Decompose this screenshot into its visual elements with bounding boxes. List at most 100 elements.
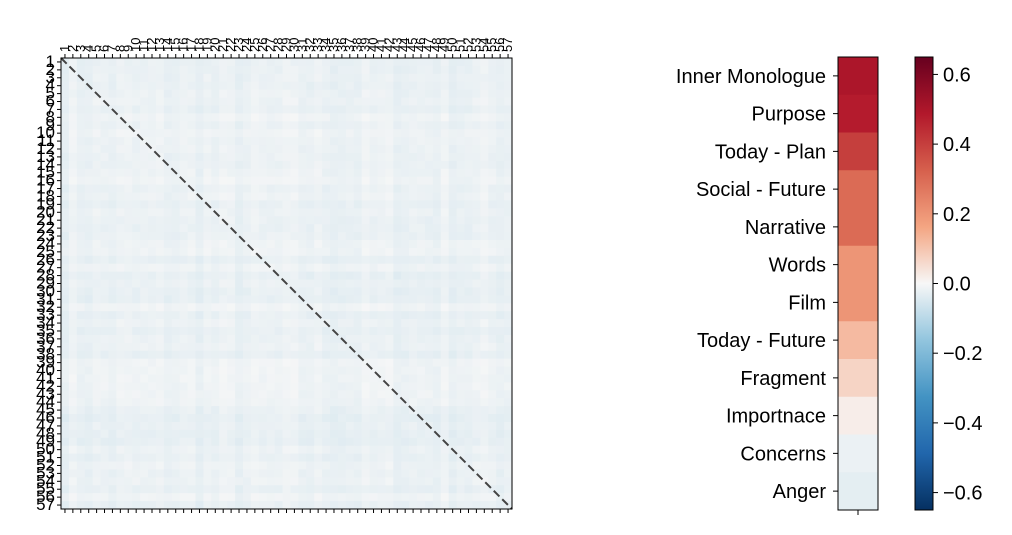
matrix-cell	[132, 358, 141, 368]
matrix-cell	[377, 327, 387, 336]
matrix-cell	[290, 374, 299, 384]
matrix-cell	[68, 374, 78, 384]
matrix-cell	[314, 216, 323, 225]
matrix-cell	[195, 303, 205, 312]
matrix-cell	[409, 398, 418, 407]
matrix-cell	[76, 319, 86, 328]
matrix-cell	[322, 89, 331, 99]
matrix-cell	[424, 493, 434, 502]
matrix-cell	[417, 334, 426, 344]
matrix-cell	[92, 224, 102, 233]
matrix-cell	[171, 453, 181, 463]
matrix-cell	[480, 137, 489, 146]
matrix-cell	[124, 414, 133, 423]
matrix-cell	[266, 97, 276, 107]
matrix-cell	[393, 121, 402, 130]
matrix-cell	[155, 477, 165, 486]
matrix-cell	[195, 239, 205, 249]
matrix-cell	[179, 247, 189, 257]
matrix-cell	[393, 374, 402, 384]
matrix-cell	[163, 224, 173, 233]
matrix-cell	[84, 200, 94, 209]
matrix-cell	[92, 421, 102, 431]
matrix-cell	[432, 89, 442, 99]
matrix-cell	[227, 81, 236, 91]
matrix-cell	[345, 263, 355, 273]
matrix-cell	[266, 129, 276, 138]
matrix-cell	[163, 287, 173, 296]
matrix-cell	[504, 192, 513, 202]
matrix-cell	[100, 469, 110, 478]
matrix-cell	[148, 477, 157, 486]
matrix-cell	[282, 327, 292, 336]
matrix-cell	[393, 414, 402, 423]
matrix-cell	[266, 366, 276, 376]
matrix-cell	[290, 58, 299, 67]
matrix-cell	[448, 461, 458, 471]
matrix-cell	[464, 200, 474, 209]
matrix-cell	[171, 105, 181, 114]
matrix-cell	[227, 216, 236, 225]
matrix-cell	[409, 390, 418, 399]
matrix-cell	[219, 469, 228, 478]
matrix-cell	[187, 247, 197, 257]
matrix-cell	[409, 192, 418, 202]
matrix-cell	[227, 469, 236, 478]
matrix-cell	[330, 382, 339, 391]
matrix-cell	[409, 501, 418, 510]
matrix-cell	[448, 406, 458, 415]
matrix-cell	[171, 406, 181, 415]
matrix-cell	[353, 374, 363, 384]
matrix-cell	[385, 319, 394, 328]
matrix-cell	[345, 81, 355, 91]
matrix-cell	[155, 145, 165, 154]
matrix-cell	[155, 350, 165, 360]
matrix-cell	[179, 73, 189, 83]
matrix-cell	[100, 89, 110, 99]
matrix-cell	[68, 493, 78, 502]
matrix-row-label: 53	[36, 463, 55, 482]
matrix-cell	[148, 469, 157, 478]
matrix-cell	[219, 287, 228, 296]
matrix-cell	[448, 73, 458, 83]
matrix-cell	[369, 279, 379, 289]
matrix-cell	[504, 89, 513, 99]
matrix-cell	[227, 334, 236, 344]
matrix-cell	[132, 121, 141, 130]
matrix-cell	[274, 279, 284, 289]
matrix-cell	[132, 168, 141, 178]
matrix-cell	[116, 152, 125, 162]
matrix-cell	[68, 129, 78, 138]
matrix-cell	[298, 374, 307, 384]
matrix-cell	[179, 239, 189, 249]
matrix-cell	[148, 152, 157, 162]
matrix-cell	[187, 200, 197, 209]
matrix-cell	[187, 295, 197, 304]
matrix-cell	[140, 224, 149, 233]
matrix-cell	[353, 176, 363, 186]
matrix-cell	[440, 445, 450, 455]
matrix-cell	[385, 81, 394, 91]
matrix-cell	[100, 477, 110, 486]
matrix-cell	[345, 121, 355, 130]
matrix-cell	[448, 113, 458, 122]
matrix-cell	[424, 105, 434, 114]
matrix-cell	[132, 200, 141, 209]
matrix-cell	[219, 501, 228, 510]
matrix-cell	[187, 137, 197, 146]
matrix-column-label: 8	[112, 45, 127, 52]
matrix-cell	[424, 58, 434, 67]
matrix-cell	[290, 342, 299, 352]
matrix-cell	[361, 247, 371, 257]
matrix-cell	[227, 232, 236, 241]
matrix-cell	[155, 176, 165, 186]
matrix-cell	[464, 350, 474, 360]
matrix-cell	[124, 342, 133, 352]
matrix-cell	[488, 414, 497, 423]
matrix-cell	[361, 358, 371, 368]
matrix-cell	[250, 437, 260, 447]
matrix-cell	[242, 374, 252, 384]
matrix-cell	[148, 382, 157, 391]
matrix-cell	[306, 414, 315, 423]
matrix-cell	[369, 382, 379, 391]
